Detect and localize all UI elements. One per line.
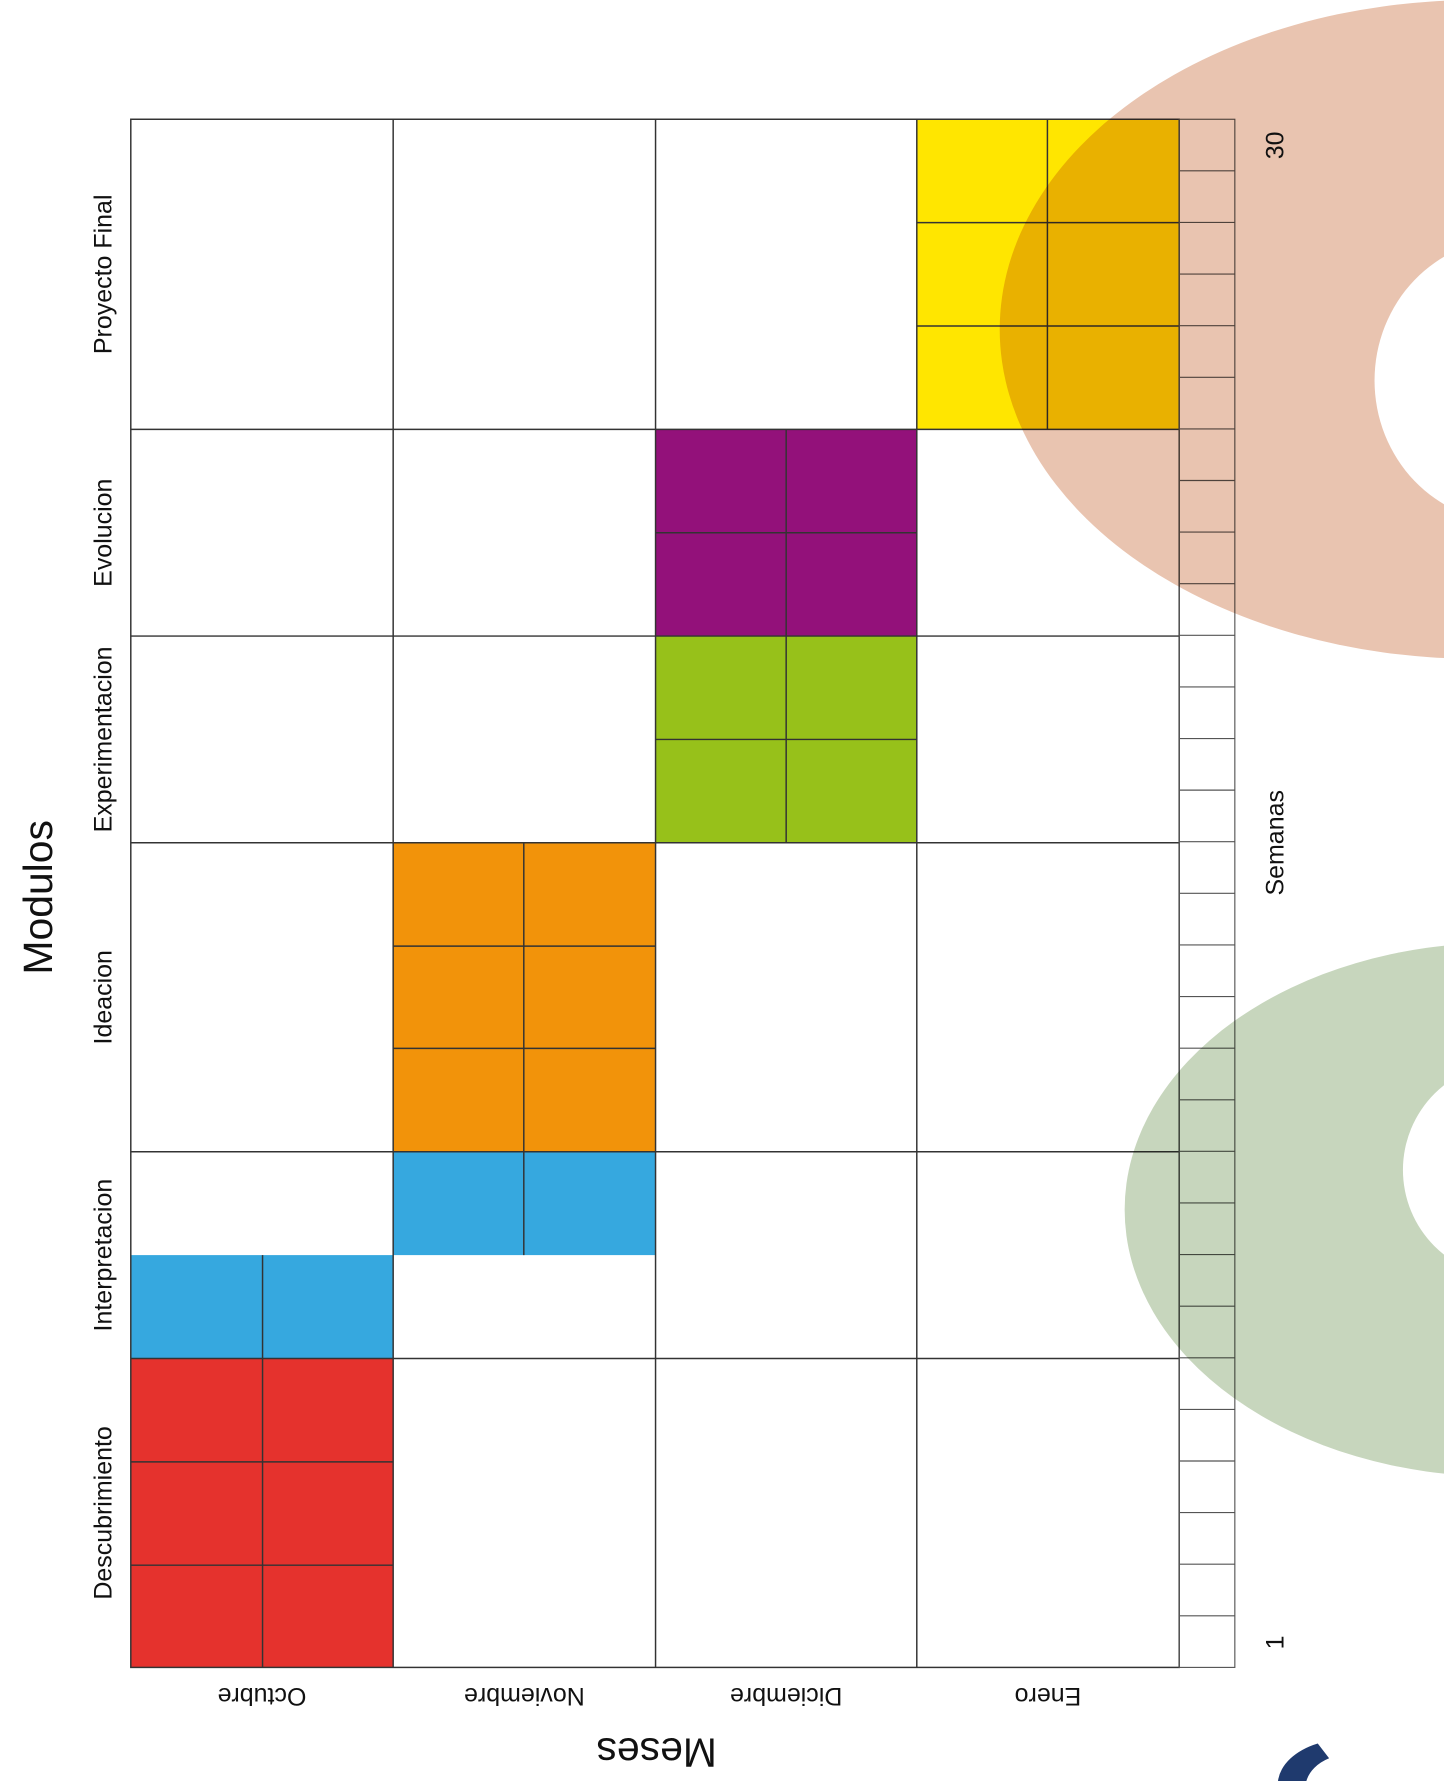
module-label: Experimentacion <box>89 646 117 832</box>
month-label: Octubre <box>218 1682 307 1710</box>
decor-arc <box>1277 1743 1330 1781</box>
decor-circle <box>1374 256 1444 505</box>
title: Modulos <box>15 820 61 975</box>
months-axis-label: Meses <box>596 1729 716 1775</box>
weeks-axis-label: Semanas <box>1261 790 1289 895</box>
decor-ellipse <box>1124 945 1444 1474</box>
week-label: 1 <box>1261 1635 1289 1649</box>
decor-ellipse <box>999 0 1444 658</box>
month-label: Noviembre <box>464 1682 585 1710</box>
month-label: Diciembre <box>730 1682 842 1710</box>
decor-circle <box>1402 1085 1444 1255</box>
week-label: 30 <box>1261 131 1289 159</box>
month-label: Enero <box>1015 1682 1082 1710</box>
module-label: Evolucion <box>89 479 117 587</box>
module-label: Interpretacion <box>89 1179 117 1332</box>
module-label: Proyecto Final <box>89 195 117 355</box>
module-label: Ideacion <box>89 950 117 1044</box>
module-label: Descubrimiento <box>89 1426 117 1599</box>
